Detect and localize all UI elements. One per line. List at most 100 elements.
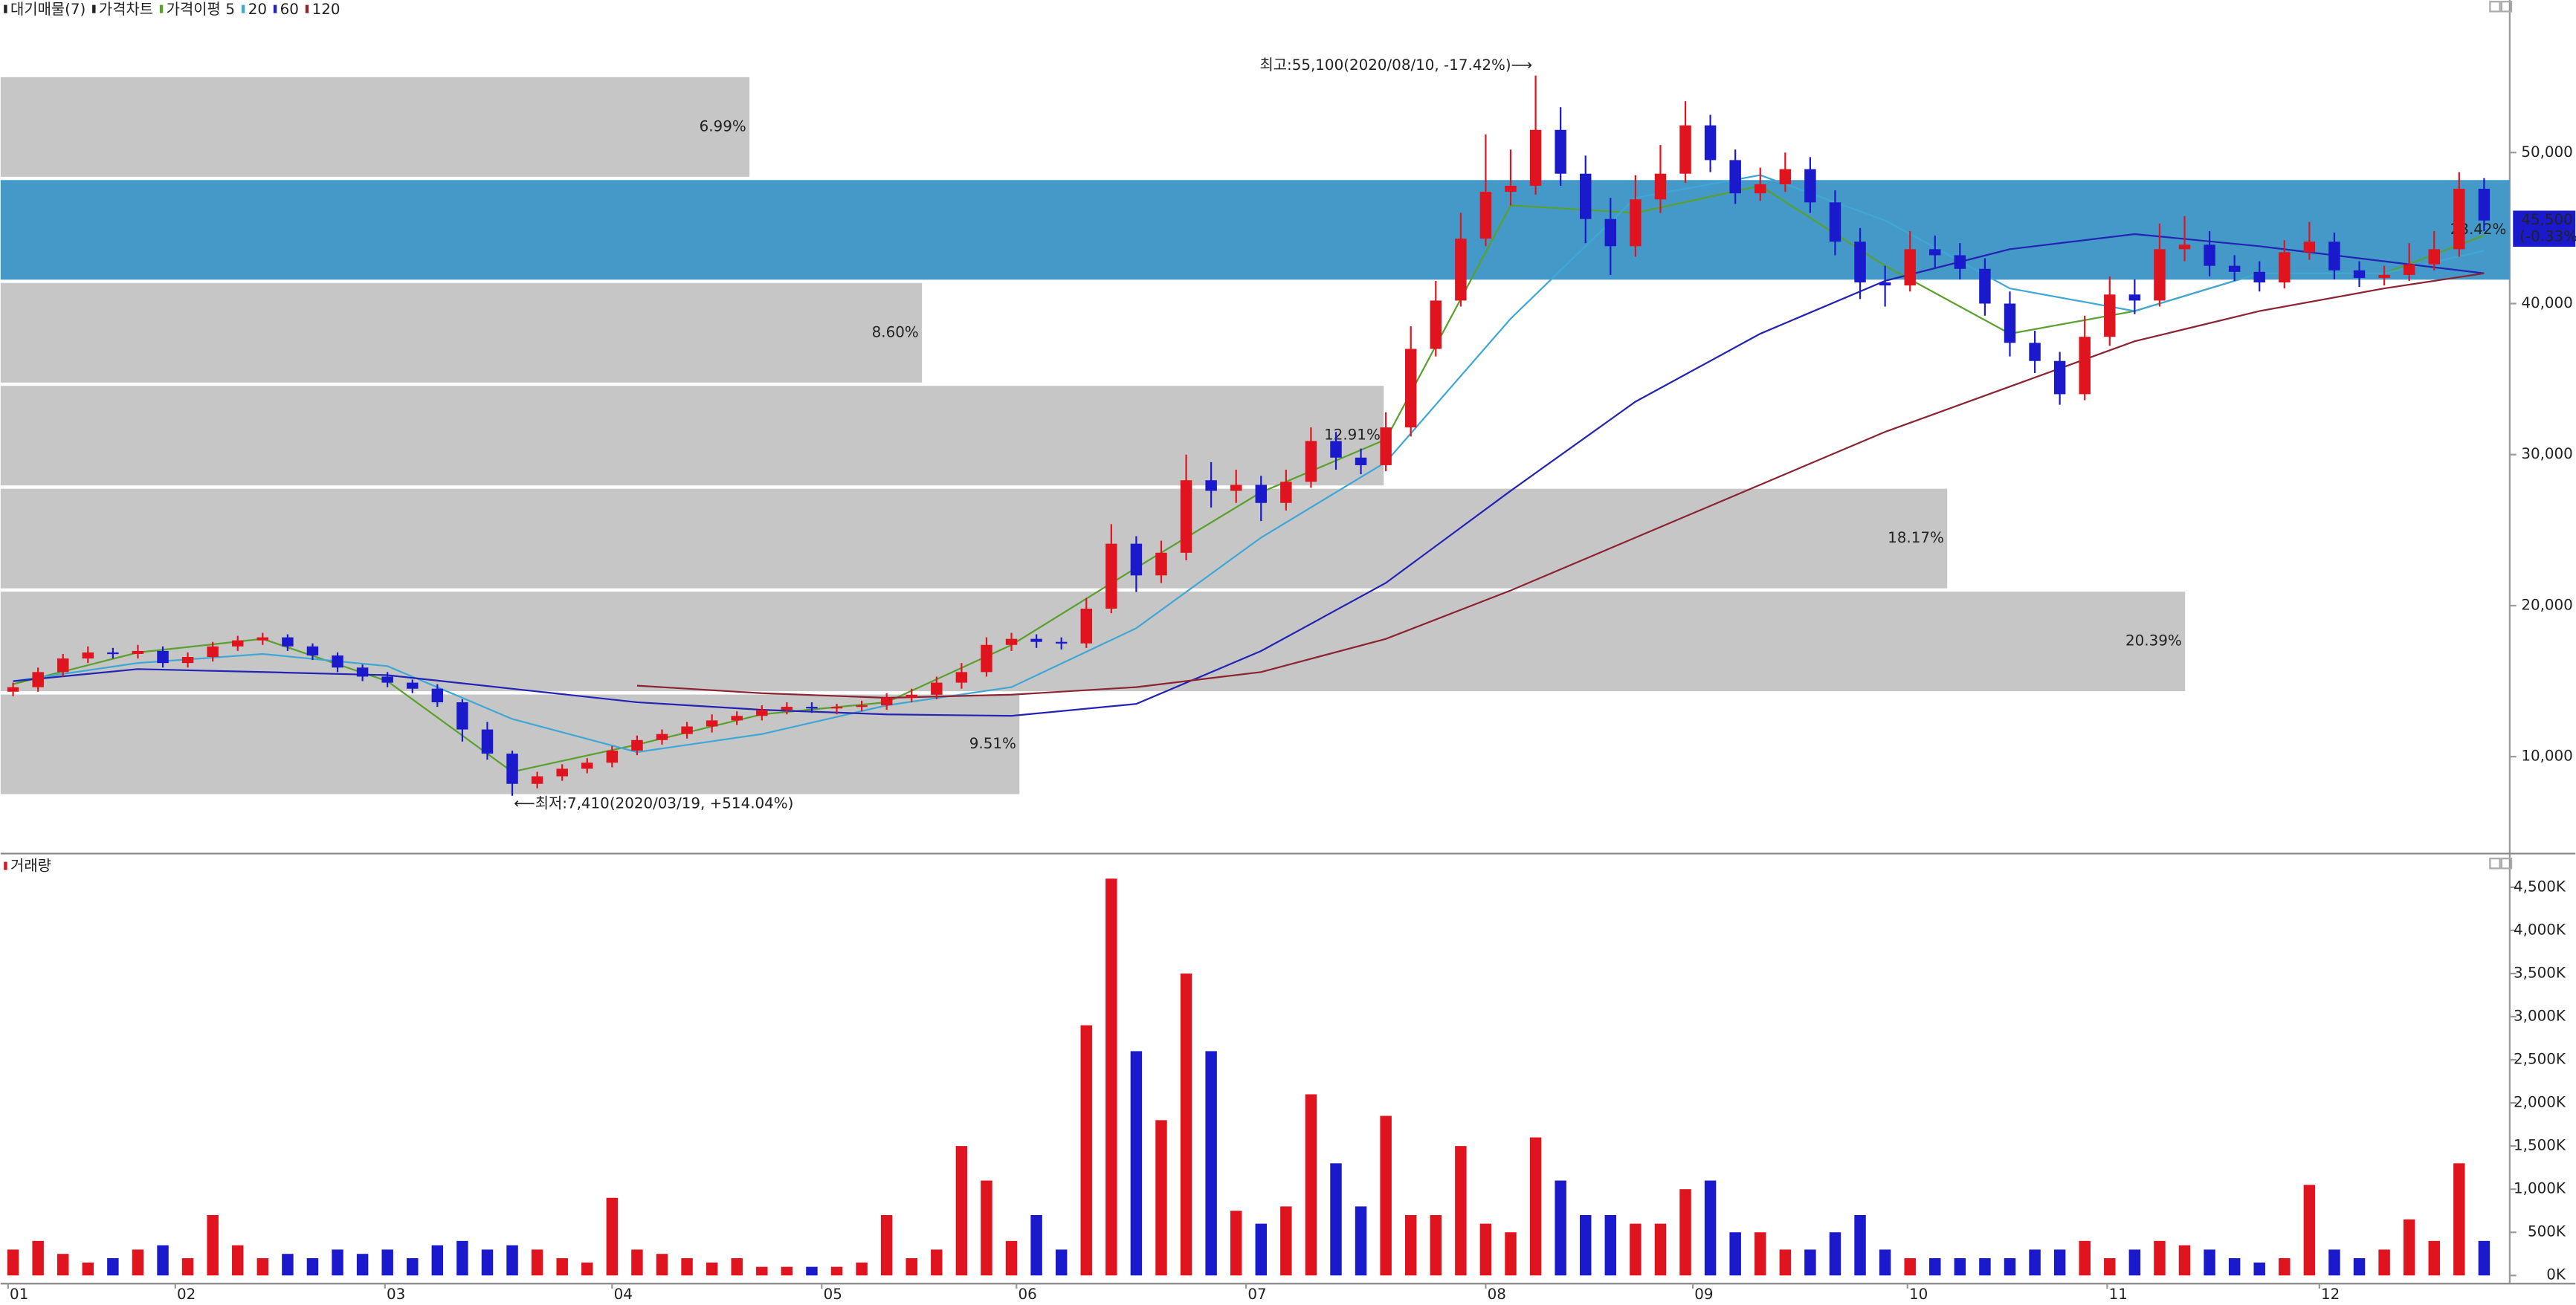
supply-zone: [0, 77, 750, 177]
candle-body: [2279, 252, 2291, 283]
volume-bar: [2228, 1258, 2241, 1276]
x-tick-label: 05: [824, 1286, 842, 1303]
supply-zone-label: 8.60%: [872, 323, 919, 340]
candle-body: [1904, 249, 1916, 286]
candle-body: [1255, 485, 1268, 503]
volume-bar: [1654, 1223, 1667, 1276]
candle-body: [232, 640, 244, 647]
last-price-tag: [2513, 210, 2576, 247]
volume-bar: [1230, 1211, 1242, 1276]
volume-bar: [1904, 1258, 1916, 1276]
x-tick-label: 07: [1247, 1286, 1266, 1303]
candle-body: [1529, 129, 1542, 186]
y-tick-label: 50,000: [2521, 143, 2573, 161]
supply-zone-label: 18.17%: [1888, 529, 1944, 546]
panel-button[interactable]: [2489, 1, 2501, 13]
volume-bar: [2279, 1258, 2291, 1276]
volume-bar: [1155, 1120, 1167, 1276]
candle-body: [2004, 303, 2016, 343]
legend-marker: [305, 4, 309, 13]
candle-body: [456, 702, 468, 730]
candle-body: [1180, 480, 1192, 553]
volume-bar: [1779, 1249, 1792, 1276]
panel-button[interactable]: [2489, 858, 2501, 870]
legend-label: 가격이평: [167, 1, 221, 18]
volume-bar: [955, 1146, 968, 1276]
legend-marker: [4, 861, 7, 870]
candle-body: [282, 637, 294, 647]
supply-zone-label: 9.51%: [969, 735, 1016, 752]
volume-bar: [1704, 1180, 1717, 1276]
panel-button[interactable]: [2500, 858, 2513, 870]
candle-body: [1330, 441, 1342, 458]
volume-bar: [2004, 1258, 2016, 1276]
supply-zone-label: 12.91%: [1324, 427, 1381, 444]
candle-body: [2403, 264, 2415, 275]
volume-bar: [931, 1249, 943, 1276]
candle-body: [1679, 125, 1691, 174]
candle-body: [1555, 129, 1566, 174]
x-tick-label: 01: [10, 1286, 28, 1303]
candle-body: [2453, 189, 2465, 250]
panel-button[interactable]: [2500, 1, 2513, 13]
candle-body: [107, 652, 119, 655]
legend-marker: [4, 4, 7, 13]
low-annotation: ⟵최저:7,410(2020/03/19, +514.04%): [514, 794, 793, 812]
volume-bar: [981, 1180, 992, 1276]
candle-body: [7, 687, 19, 692]
volume-bar: [306, 1258, 319, 1276]
candle-body: [1829, 202, 1841, 242]
candle-body: [1654, 173, 1667, 200]
candle-body: [2029, 343, 2041, 361]
legend-label: 120: [312, 1, 340, 18]
volume-bar: [1679, 1189, 1691, 1276]
candle-body: [57, 658, 69, 673]
x-tick-label: 11: [2109, 1286, 2128, 1303]
candle-body: [681, 726, 693, 734]
volume-bar: [2303, 1185, 2316, 1276]
volume-bar: [7, 1249, 19, 1276]
volume-bar: [2128, 1249, 2141, 1276]
candle-body: [2328, 242, 2340, 271]
volume-bar: [556, 1258, 568, 1276]
volume-bar: [1854, 1214, 1866, 1276]
volume-bar: [407, 1258, 419, 1276]
candle-body: [1030, 638, 1042, 642]
candle-body: [1479, 192, 1492, 239]
candle-body: [581, 762, 593, 769]
volume-bar: [1604, 1214, 1617, 1276]
candle-body: [332, 655, 343, 668]
legend-label: 5: [225, 1, 235, 18]
candle-body: [1954, 255, 1966, 269]
volume-bar: [431, 1245, 444, 1276]
volume-bar: [1055, 1249, 1068, 1276]
candle-body: [1355, 457, 1367, 465]
candle-body: [407, 682, 419, 689]
volume-bar: [157, 1245, 169, 1276]
x-tick-label: 12: [2321, 1286, 2340, 1303]
y-tick-label: 40,000: [2521, 294, 2573, 311]
candle-body: [955, 672, 968, 683]
volume-bar: [1529, 1137, 1542, 1276]
legend-label: 60: [280, 1, 299, 18]
volume-bar: [1954, 1258, 1966, 1276]
candle-body: [1155, 552, 1167, 576]
volume-bar: [581, 1262, 593, 1276]
volume-bar: [880, 1214, 893, 1276]
legend-marker: [159, 4, 164, 13]
y-tick-label: 4,500K: [2514, 878, 2566, 895]
candle-body: [1704, 125, 1717, 161]
volume-bar: [1030, 1214, 1042, 1276]
volume-bar: [1630, 1223, 1642, 1276]
candle-body: [2303, 242, 2316, 253]
candle-body: [1380, 427, 1392, 465]
candle-body: [806, 707, 818, 709]
candle-body: [2053, 360, 2066, 395]
volume-bar: [1555, 1180, 1566, 1276]
x-tick-label: 08: [1488, 1286, 1506, 1303]
candle-body: [356, 667, 369, 677]
legend-label: 가격차트: [99, 1, 153, 18]
volume-bar: [2428, 1240, 2440, 1276]
volume-bar: [756, 1266, 768, 1276]
candle-body: [981, 644, 992, 673]
